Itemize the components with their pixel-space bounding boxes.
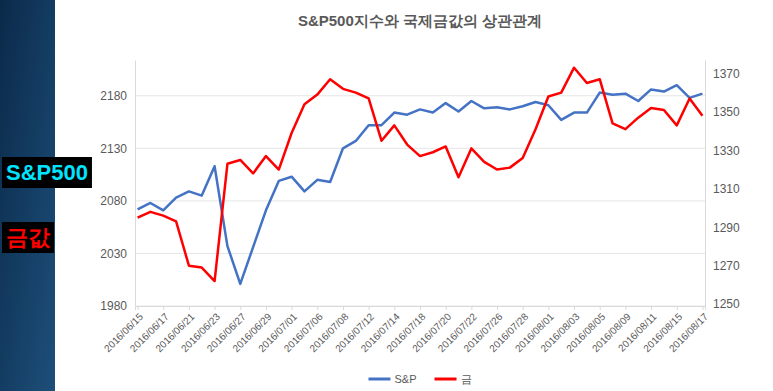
x-tick-mark — [677, 306, 678, 310]
series-line — [138, 85, 703, 284]
y-tick: 2080 — [100, 194, 135, 208]
x-tick-mark — [600, 306, 601, 310]
lines — [138, 68, 703, 284]
y-tick: 2180 — [100, 89, 135, 103]
annotation-text: 금값 — [6, 225, 50, 250]
series-line — [138, 68, 703, 281]
y-tick-label: 2180 — [100, 89, 127, 103]
y2-tick-label: 1350 — [713, 105, 740, 119]
x-tick-mark — [471, 306, 472, 310]
y-axis-line — [135, 61, 136, 307]
legend-item: 금 — [435, 373, 472, 385]
y-tick: 2130 — [100, 142, 135, 156]
legend: S&P 금 — [368, 373, 471, 385]
x-tick-mark — [548, 306, 549, 310]
annotation: 금값 — [2, 222, 54, 253]
x-tick-mark — [651, 306, 652, 310]
x-tick-mark — [497, 306, 498, 310]
y-tick: 2030 — [100, 247, 135, 261]
y2-axis-line — [705, 61, 706, 307]
x-tick-mark — [446, 306, 447, 310]
y2-tick-label: 1270 — [713, 259, 740, 273]
x-tick-mark — [625, 306, 626, 310]
background — [0, 0, 773, 391]
legend-swatch — [368, 378, 390, 381]
legend-item: S&P — [368, 373, 416, 385]
grid-line — [135, 95, 705, 96]
x-tick-mark — [702, 306, 703, 310]
chart-svg: 1980 2030 2080 2130 2180 1250 1270 1290 1310 1330… — [0, 0, 773, 391]
y2-tick: 1270 — [705, 259, 740, 273]
legend-swatch — [435, 378, 457, 381]
x-axis: 2016/06/152016/06/172016/06/212016/06/23… — [102, 306, 710, 354]
x-tick-mark — [523, 306, 524, 310]
annotation: S&P500 — [2, 157, 92, 188]
y2-tick-label: 1250 — [713, 297, 740, 311]
x-tick-mark — [420, 306, 421, 310]
y2-tick: 1310 — [705, 182, 740, 196]
y2-tick: 1250 — [705, 297, 740, 311]
side-panel — [0, 0, 55, 391]
y2-tick-label: 1310 — [713, 182, 740, 196]
legend-label: 금 — [461, 373, 472, 385]
x-tick-mark — [240, 306, 241, 310]
x-tick-mark — [163, 306, 164, 310]
y2-tick: 1350 — [705, 105, 740, 119]
y-tick-label: 2030 — [100, 247, 127, 261]
annotation-text: S&P500 — [6, 160, 88, 185]
y-tick-label: 2130 — [100, 142, 127, 156]
chart-container: 1980 2030 2080 2130 2180 1250 1270 1290 1310 1330… — [0, 0, 773, 391]
chart-title: S&P500지수와 국제금값의 상관관계 — [298, 12, 542, 29]
x-tick-mark — [317, 306, 318, 310]
y-tick-label: 2080 — [100, 194, 127, 208]
x-tick-mark — [215, 306, 216, 310]
y-axis: 1980 2030 2080 2130 2180 — [100, 61, 135, 314]
y2-tick: 1330 — [705, 144, 740, 158]
x-tick-mark — [343, 306, 344, 310]
x-tick-mark — [574, 306, 575, 310]
x-tick-mark — [266, 306, 267, 310]
x-tick: 2016/08/17 — [667, 306, 710, 354]
annotation-box — [2, 157, 92, 188]
grid-line — [135, 148, 705, 149]
y2-tick-label: 1370 — [713, 67, 740, 81]
x-tick-mark — [394, 306, 395, 310]
x-axis-line — [136, 307, 706, 311]
x-tick-mark — [369, 306, 370, 310]
x-tick-mark — [189, 306, 190, 310]
y-tick-label: 1980 — [100, 299, 127, 313]
x-tick-mark — [292, 306, 293, 310]
plot-area: 1980 2030 2080 2130 2180 1250 1270 1290 1310 1330… — [100, 61, 740, 355]
grid-line — [135, 253, 705, 254]
x-tick-label: 2016/08/17 — [667, 311, 710, 354]
y2-tick-label: 1330 — [713, 144, 740, 158]
y2-tick: 1370 — [705, 67, 740, 81]
y2-tick-label: 1290 — [713, 221, 740, 235]
x-tick-mark — [138, 306, 139, 310]
legend-label: S&P — [394, 373, 416, 385]
y-tick: 1980 — [100, 299, 135, 313]
annotation-box — [2, 222, 54, 253]
y2-tick: 1290 — [705, 221, 740, 235]
y2-axis: 1250 1270 1290 1310 1330 1350 1370 — [705, 61, 740, 312]
